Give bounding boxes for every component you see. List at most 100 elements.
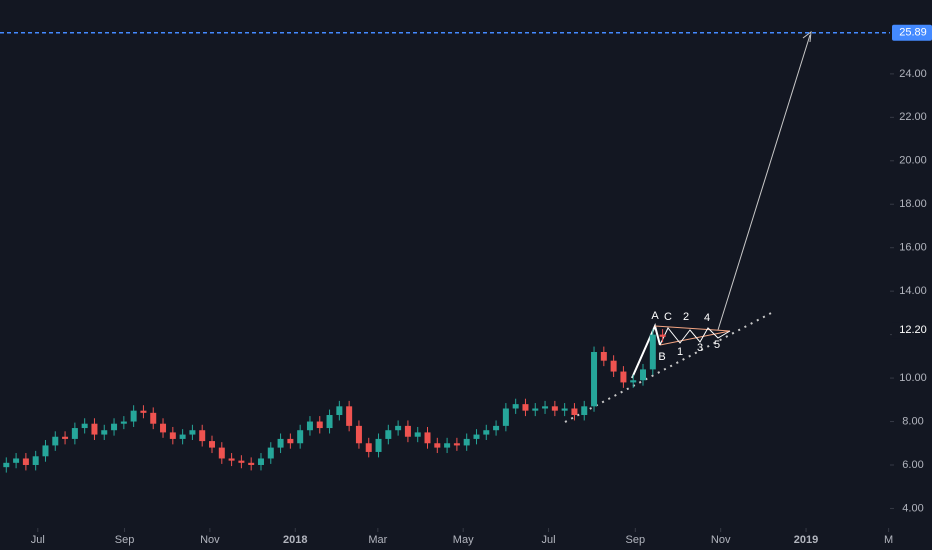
candle-body (32, 456, 39, 465)
candle-body (42, 445, 49, 457)
candle-body (493, 425, 500, 431)
x-tick-label: May (453, 534, 474, 546)
y-tick-label: 4.00 (902, 502, 923, 514)
candle-body (169, 432, 176, 439)
y-tick-label: 16.00 (899, 242, 927, 254)
candle-body (404, 425, 411, 437)
candle-body (287, 438, 294, 444)
candle-body (542, 406, 549, 409)
y-tick-label: 14.00 (899, 285, 927, 297)
candle-body (591, 352, 598, 407)
x-tick-label: Sep (115, 534, 135, 546)
x-tick-label: 2019 (794, 534, 818, 546)
x-tick-label: 2018 (283, 534, 307, 546)
candle-body (130, 410, 137, 422)
candle-body (218, 447, 225, 459)
candle-body (150, 412, 157, 424)
candle-body (424, 432, 431, 444)
wave-label: 4 (704, 312, 710, 324)
candle-body (444, 443, 451, 448)
candle-body (209, 441, 216, 448)
candle-body (600, 352, 607, 361)
candle-body (375, 438, 382, 452)
candle-body (502, 408, 509, 426)
candle-body (267, 447, 274, 459)
triangle-lower (659, 330, 731, 346)
candles (3, 329, 666, 473)
candle-body (189, 430, 196, 435)
x-tick-label: Nov (200, 534, 220, 546)
candle-body (228, 458, 235, 461)
candle-body (13, 458, 20, 463)
projection-arrow (717, 34, 811, 331)
candle-body (659, 334, 666, 337)
candle-body (71, 428, 78, 439)
price-label-box (892, 24, 932, 41)
candle-body (453, 443, 460, 446)
trendline (564, 310, 776, 423)
candle-body (91, 423, 98, 435)
y-tick-label: 10.00 (899, 372, 927, 384)
candle-body (434, 443, 441, 448)
candle-body (336, 406, 343, 416)
last-price-label: 12.20 (899, 324, 927, 336)
triangle-upper (654, 325, 731, 332)
y-tick-label: 18.00 (899, 198, 927, 210)
wave-zigzag (659, 327, 731, 346)
candle-body (111, 423, 118, 431)
wave-label: 1 (677, 346, 683, 358)
candle-body (630, 380, 637, 383)
candle-body (238, 460, 245, 463)
last-price-box (892, 322, 932, 339)
candle-body (365, 443, 372, 452)
candle-body (571, 408, 578, 416)
candle-body (248, 462, 255, 465)
y-tick-label: 6.00 (902, 459, 923, 471)
y-tick-label: 20.00 (899, 155, 927, 167)
candle-body (620, 371, 627, 383)
candle-body (101, 430, 108, 435)
wave-label: A (651, 310, 659, 322)
candle-body (532, 408, 539, 411)
x-tick-label: Jul (542, 534, 556, 546)
arrow-head (802, 30, 812, 43)
candle-body (561, 408, 568, 411)
candle-body (22, 458, 29, 465)
candle-body (385, 430, 392, 439)
y-tick-label: 8.00 (902, 415, 923, 427)
candle-body (277, 438, 284, 448)
wave-label: 3 (697, 342, 703, 354)
candle-body (81, 423, 88, 429)
drawings (564, 30, 812, 423)
candle-body (640, 369, 647, 381)
wave-label: B (658, 351, 665, 363)
x-tick-label: Nov (711, 534, 731, 546)
candle-body (395, 425, 402, 431)
candle-body (160, 423, 167, 433)
candle-body (316, 421, 323, 429)
x-tick-label: Mar (368, 534, 387, 546)
candle-body (483, 430, 490, 435)
candle-body (355, 425, 362, 444)
wave-label: C (664, 311, 672, 323)
candle-body (463, 438, 470, 446)
y-tick-label: 22.00 (899, 111, 927, 123)
candle-body (581, 406, 588, 416)
candle-body (346, 406, 353, 426)
candle-body (52, 436, 59, 446)
candle-body (179, 434, 186, 439)
candle-body (199, 430, 206, 442)
candle-body (473, 434, 480, 439)
candle-body (610, 360, 617, 372)
wave-label: 2 (683, 311, 689, 323)
candle-body (551, 406, 558, 411)
wave-label: 5 (714, 339, 720, 351)
candle-body (140, 410, 147, 413)
candle-body (306, 421, 313, 431)
candle-body (3, 462, 10, 468)
y-tick-label: 24.00 (899, 68, 927, 80)
candle-body (512, 404, 519, 409)
x-tick-label: Sep (626, 534, 646, 546)
